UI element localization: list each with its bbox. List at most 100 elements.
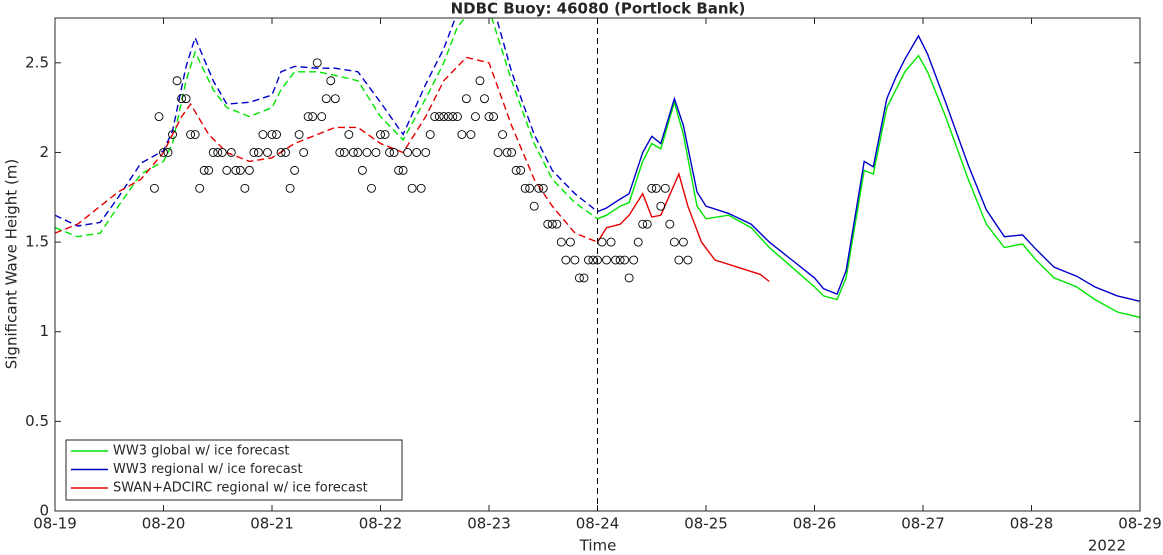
observation-point: [543, 219, 553, 229]
observation-point: [565, 237, 575, 247]
observation-point: [294, 130, 304, 139]
observation-point: [452, 112, 462, 122]
observation-point: [642, 219, 652, 229]
observation-point: [380, 130, 390, 139]
hindcast-line: [55, 18, 598, 227]
x-tick-label: 08-25: [684, 515, 728, 533]
observation-point: [339, 148, 349, 157]
observation-point: [588, 255, 598, 265]
observation-point: [222, 165, 232, 175]
legend-label: SWAN+ADCIRC regional w/ ice forecast: [113, 481, 368, 496]
observation-point: [638, 219, 648, 229]
observation-point: [430, 112, 440, 122]
observation-point: [272, 130, 281, 139]
observation-point: [177, 94, 187, 104]
observation-point: [425, 130, 435, 139]
observation-point: [195, 183, 205, 193]
observation-point: [561, 255, 571, 265]
legend-label: WW3 global w/ ice forecast: [113, 444, 290, 459]
forecast-line: [597, 54, 1140, 319]
observation-point: [602, 255, 611, 265]
y-tick-label: 1.5: [25, 233, 49, 251]
observation-point: [674, 255, 684, 265]
observation-point: [629, 255, 639, 265]
observation-point: [443, 112, 453, 122]
observation-point: [615, 255, 625, 265]
observation-point: [367, 183, 376, 193]
observation-point: [181, 94, 191, 104]
observation-point: [534, 183, 544, 193]
y-tick-label: 2: [39, 143, 49, 161]
observation-point: [516, 165, 526, 175]
observation-point: [267, 130, 277, 139]
observation-point: [385, 148, 394, 157]
observation-point: [633, 237, 643, 247]
observation-point: [244, 165, 254, 175]
observation-point: [502, 148, 512, 157]
observation-point: [159, 148, 168, 157]
observation-point: [484, 112, 494, 122]
observation-point: [547, 219, 557, 229]
observation-point: [249, 148, 259, 157]
observation-point: [593, 255, 602, 265]
observation-point: [172, 76, 182, 86]
observation-point: [552, 219, 562, 229]
observation-point: [489, 112, 498, 122]
observation-point: [190, 130, 200, 139]
observation-point: [308, 112, 318, 122]
observation-point: [611, 255, 621, 265]
plot-area: [55, 18, 1140, 319]
observation-point: [660, 183, 670, 193]
observation-point: [285, 183, 295, 193]
forecast-line: [597, 34, 1140, 302]
observation-point: [579, 273, 589, 283]
hindcast-line: [55, 56, 598, 243]
observation-point: [231, 165, 241, 175]
observation-point: [204, 165, 214, 175]
y-tick-label: 0: [39, 502, 49, 520]
chart-title: NDBC Buoy: 46080 (Portlock Bank): [451, 0, 746, 18]
observation-point: [362, 148, 372, 157]
observation-point: [330, 94, 340, 104]
observation-point: [226, 148, 236, 157]
y-tick-label: 2.5: [25, 53, 49, 71]
observation-point: [434, 112, 444, 122]
observation-point: [493, 148, 503, 157]
observation-point: [647, 183, 657, 193]
observation-point: [376, 130, 385, 139]
observation-point: [678, 237, 688, 247]
observation-point: [511, 165, 521, 175]
observation-point: [525, 183, 535, 193]
observation-point: [529, 201, 539, 211]
x-tick-label: 08-29: [1118, 515, 1162, 533]
observation-point: [357, 165, 367, 175]
observation-point: [470, 112, 480, 122]
observation-point: [317, 112, 327, 122]
observation-point: [290, 165, 300, 175]
observation-point: [258, 130, 268, 139]
observation-point: [326, 76, 336, 86]
observation-point: [439, 112, 449, 122]
year-label: 2022: [1088, 537, 1126, 555]
observation-point: [412, 148, 422, 157]
observation-point: [597, 237, 607, 247]
x-tick-label: 08-23: [467, 515, 511, 533]
observation-point: [348, 148, 358, 157]
observation-point: [389, 148, 399, 157]
observation-point: [281, 148, 291, 157]
observation-point: [199, 165, 209, 175]
observation-point: [407, 183, 417, 193]
observation-point: [475, 76, 485, 86]
observation-point: [556, 237, 566, 247]
x-tick-label: 08-24: [576, 515, 620, 533]
observation-point: [276, 148, 286, 157]
observation-point: [217, 148, 227, 157]
observation-point: [154, 112, 164, 122]
observation-point: [461, 94, 471, 104]
x-tick-label: 08-19: [33, 515, 77, 533]
observation-point: [240, 183, 250, 193]
observation-point: [620, 255, 630, 265]
observation-point: [606, 237, 616, 247]
observation-point: [507, 148, 517, 157]
